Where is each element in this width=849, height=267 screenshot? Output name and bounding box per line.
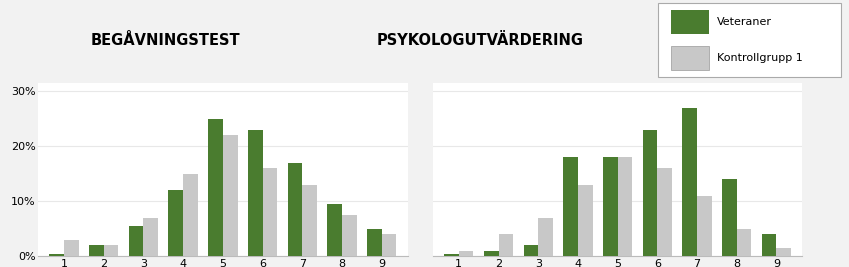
Bar <box>444 254 458 256</box>
Bar <box>288 163 302 256</box>
Bar <box>49 254 64 256</box>
Bar <box>382 234 396 256</box>
Bar <box>777 248 791 256</box>
Bar <box>737 229 751 256</box>
Bar <box>222 135 238 256</box>
FancyBboxPatch shape <box>671 10 709 34</box>
Bar <box>89 245 104 256</box>
Bar <box>618 157 633 256</box>
Bar <box>578 185 593 256</box>
Bar <box>722 179 737 256</box>
Bar <box>248 129 262 256</box>
Text: PSYKOLOGUTVÄRDERING: PSYKOLOGUTVÄRDERING <box>376 33 583 48</box>
Bar <box>328 204 342 256</box>
Bar <box>762 234 777 256</box>
Text: BEGÅVNINGSTEST: BEGÅVNINGSTEST <box>91 33 240 48</box>
Bar <box>603 157 617 256</box>
Bar <box>302 185 317 256</box>
Bar <box>129 226 143 256</box>
Bar <box>208 119 222 256</box>
Bar <box>697 196 711 256</box>
Text: Veteraner: Veteraner <box>717 17 773 27</box>
Bar <box>342 215 357 256</box>
Bar <box>168 190 183 256</box>
Bar <box>538 218 553 256</box>
Bar <box>657 168 672 256</box>
Bar <box>524 245 538 256</box>
Text: Kontrollgrupp 1: Kontrollgrupp 1 <box>717 53 803 64</box>
FancyBboxPatch shape <box>658 3 841 77</box>
Bar <box>683 108 697 256</box>
Bar <box>262 168 278 256</box>
Bar <box>143 218 158 256</box>
Bar <box>498 234 513 256</box>
FancyBboxPatch shape <box>671 46 709 70</box>
Bar <box>367 229 382 256</box>
Bar <box>64 240 79 256</box>
Bar <box>643 129 657 256</box>
Bar <box>563 157 578 256</box>
Bar <box>484 251 498 256</box>
Bar <box>104 245 118 256</box>
Bar <box>458 251 474 256</box>
Bar <box>183 174 198 256</box>
